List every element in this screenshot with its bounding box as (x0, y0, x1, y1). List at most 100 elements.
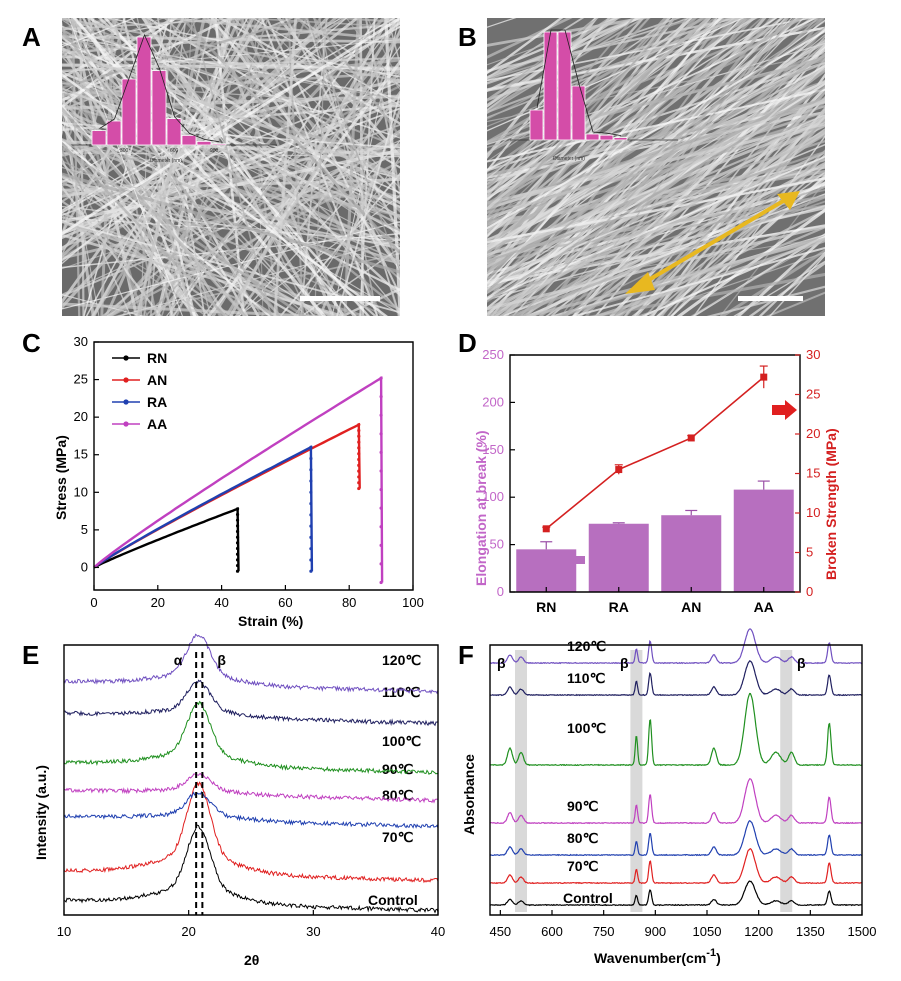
fiber-strand (62, 18, 178, 109)
hist-bar (571, 85, 586, 141)
fiber-strand (62, 46, 227, 316)
fiber-strand (62, 21, 400, 262)
fiber-strand (62, 18, 165, 59)
fiber-strand (251, 18, 400, 107)
fiber-strand (487, 18, 707, 145)
fiber-strand (144, 69, 400, 316)
fiber-strand (62, 18, 400, 236)
hist-bar (106, 120, 122, 146)
fiber-strand (609, 85, 825, 316)
fiber-strand (670, 174, 825, 316)
fiber-strand (62, 18, 311, 89)
fiber-strand (155, 18, 231, 316)
chart-c-marker-rn (235, 563, 240, 568)
fiber-strand (487, 30, 825, 230)
chart-d-category-aa: AA (754, 599, 774, 615)
chart-f: Control 70℃ 80℃ 90℃ 100℃ 110℃ 120℃ β β β 450 600 75… (461, 628, 876, 966)
fiber-strand (487, 18, 717, 178)
chart-c-marker-ra (309, 479, 313, 483)
chart-c-xtick-label: 0 (90, 595, 97, 610)
chart-e-ylabel: Intensity (a.u.) (33, 765, 49, 860)
fiber-strand (237, 194, 400, 316)
fiber-strand (487, 110, 825, 219)
hist-bar (136, 36, 152, 146)
fiber-strand (487, 18, 585, 79)
fiber-strand (62, 25, 400, 139)
fiber-strand (62, 18, 400, 179)
fiber-strand (62, 97, 400, 224)
chart-c-marker-an (357, 475, 361, 479)
fiber-strand (343, 18, 360, 316)
fiber-strand (62, 37, 400, 101)
fiber-strand (669, 153, 825, 316)
fiber-strand (62, 18, 189, 256)
fiber-strand (287, 18, 305, 316)
fiber-strand (86, 18, 400, 205)
chart-f-xtick-label: 750 (593, 924, 615, 939)
fiber-strand (62, 55, 316, 316)
chart-f-series (489, 660, 862, 697)
chart-c-marker-an (357, 486, 361, 491)
fiber-strand (104, 18, 400, 78)
chart-c-marker-ra (309, 490, 313, 494)
chart-c-ytick-label: 5 (81, 522, 88, 537)
fiber-strand (217, 18, 400, 125)
fiber-strand (62, 174, 400, 311)
fiber-strand (202, 45, 400, 316)
fiber-strand (487, 130, 825, 316)
chart-c-xlabel: Strain (%) (238, 613, 303, 629)
fiber-strand (487, 18, 616, 112)
chart-c-marker-ra (309, 513, 313, 517)
chart-c-xtick-label: 80 (342, 595, 356, 610)
fiber-strand (108, 160, 400, 316)
chart-e-series-label: 120℃ (382, 652, 421, 668)
hist-bar (91, 130, 107, 146)
fiber-strand (487, 18, 816, 248)
chart-c-marker-an (357, 428, 361, 433)
chart-d-ytick-right-label: 25 (806, 387, 820, 402)
hist-bar (211, 143, 227, 146)
chart-e-series (63, 790, 439, 829)
fiber-strand (487, 18, 667, 211)
legend-label-ra: RA (147, 394, 167, 410)
fiber-strand (487, 139, 825, 249)
fiber-strand (487, 18, 677, 225)
fiber-strand (487, 18, 711, 215)
fiber-strand (487, 18, 672, 155)
chart-d-ytick-left-label: 100 (482, 489, 504, 504)
chart-d-bar-aa (733, 489, 794, 592)
chart-c-xtick-label: 40 (214, 595, 228, 610)
chart-f-shaded-band (630, 650, 643, 912)
hist-bar (121, 78, 137, 146)
fiber-strand (62, 47, 400, 180)
fiber-strand (62, 220, 335, 316)
hist-bar (529, 109, 544, 141)
arrow-right-icon (772, 400, 797, 420)
fiber-strand (676, 208, 825, 316)
fiber-strand (62, 76, 400, 232)
fiber-strand (487, 114, 825, 233)
fiber-strand (62, 70, 400, 249)
fiber-strand (62, 80, 400, 217)
fiber-strand (62, 18, 185, 236)
fiber-strand (487, 18, 804, 206)
fiber-strand (90, 18, 301, 316)
chart-c-marker-an (357, 463, 361, 467)
fiber-strand (592, 238, 825, 316)
fiber-strand (487, 18, 825, 293)
chart-f-ylabel: Absorbance (461, 754, 477, 835)
chart-e-series (63, 824, 439, 914)
hist-fit-curve (99, 33, 220, 143)
fiber-strand (340, 287, 400, 316)
chart-d-ytick-left-label: 150 (482, 442, 504, 457)
fiber-strand (487, 206, 825, 285)
fiber-strand (487, 18, 613, 102)
fiber-strand (62, 191, 400, 199)
chart-c-legend: RN AN RA AA (112, 350, 167, 432)
chart-c-marker-an (357, 481, 361, 485)
fiber-strand (487, 18, 728, 146)
histogram-inset-b (510, 29, 678, 141)
alpha-label: α (174, 652, 183, 668)
fiber-strand (487, 88, 825, 163)
fiber-strand (487, 97, 825, 209)
